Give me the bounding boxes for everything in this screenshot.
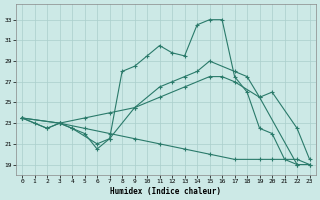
X-axis label: Humidex (Indice chaleur): Humidex (Indice chaleur) xyxy=(110,187,221,196)
